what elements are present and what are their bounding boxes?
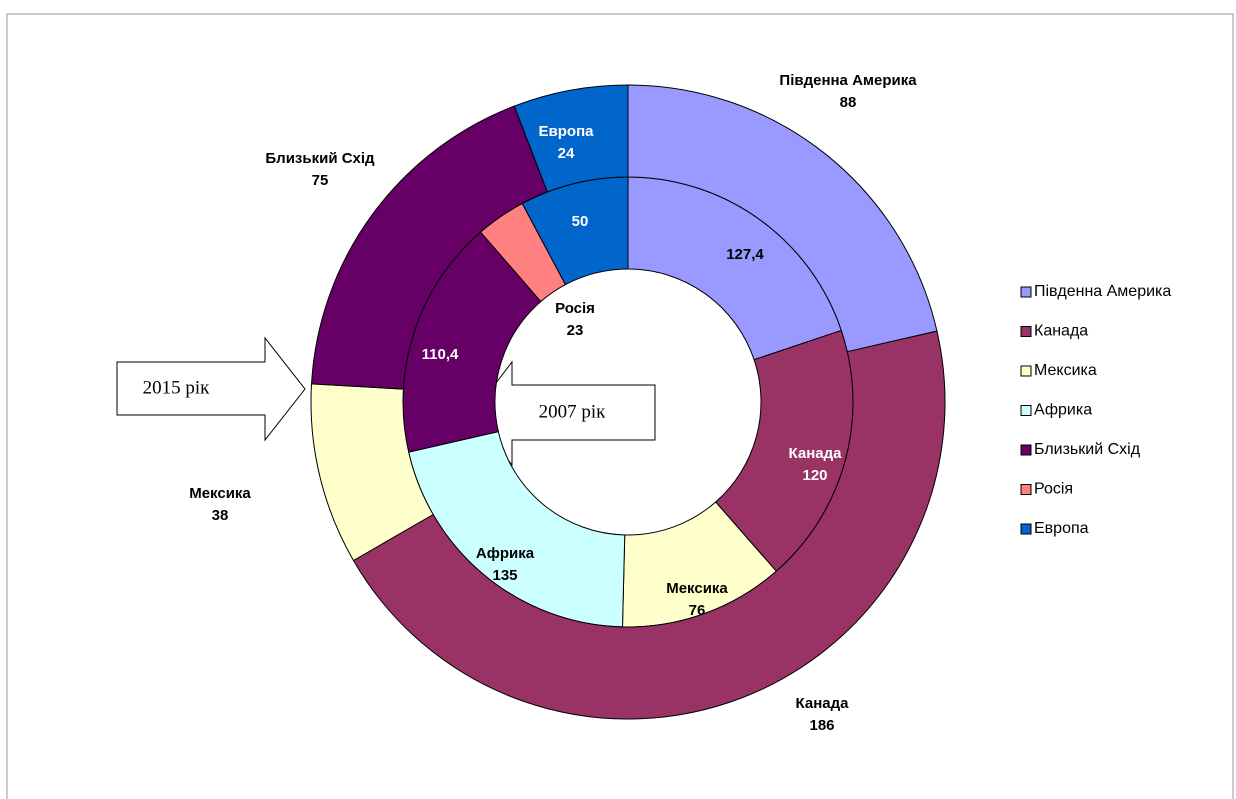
data-label: 23 <box>567 322 584 339</box>
data-label: 110,4 <box>422 346 459 363</box>
doughnut-segment <box>352 330 946 720</box>
legend-swatch <box>1020 365 1032 377</box>
legend-swatch <box>1020 523 1032 535</box>
data-label-category: Південна Америка <box>779 72 917 89</box>
annotation: 2015 рік <box>143 377 211 398</box>
legend-label: Европа <box>1034 520 1089 537</box>
data-label: 50 <box>572 213 589 230</box>
data-label: 76 <box>689 602 706 619</box>
annotation: 2007 рік <box>539 401 607 422</box>
doughnut-segment <box>513 84 629 193</box>
legend-label: Росія <box>1034 481 1073 498</box>
data-label: 24 <box>558 145 575 162</box>
data-label: 135 <box>492 567 517 584</box>
data-label-category: Мексика <box>666 580 728 597</box>
legend-swatch <box>1020 484 1032 495</box>
legend-label: Південна Америка <box>1034 283 1171 300</box>
legend-swatch <box>1020 326 1032 337</box>
data-label-category: Канада <box>789 445 843 462</box>
data-label-category: Канада <box>796 695 850 712</box>
data-label-category: Мексика <box>189 485 251 502</box>
legend-swatch <box>1020 444 1032 456</box>
legend-label: Близький Схід <box>1034 441 1141 458</box>
data-label-category: Африка <box>476 545 535 562</box>
data-label-category: Европа <box>539 123 595 140</box>
arrow-2015 <box>116 336 306 442</box>
data-label: 120 <box>802 467 827 484</box>
data-label: 75 <box>312 172 329 189</box>
legend-swatch <box>1020 286 1032 298</box>
data-label-category: Близький Схід <box>265 150 375 167</box>
legend-label: Африка <box>1034 402 1092 419</box>
legend-label: Канада <box>1034 323 1088 340</box>
data-label-category: Росія <box>555 300 595 317</box>
data-label: 186 <box>809 717 834 734</box>
data-label: 127,4 <box>726 246 764 263</box>
chart-frame <box>6 13 1234 799</box>
legend-label: Мексика <box>1034 362 1097 379</box>
legend-swatch <box>1020 405 1032 416</box>
data-label: 38 <box>212 507 229 524</box>
data-label: 88 <box>840 94 857 111</box>
